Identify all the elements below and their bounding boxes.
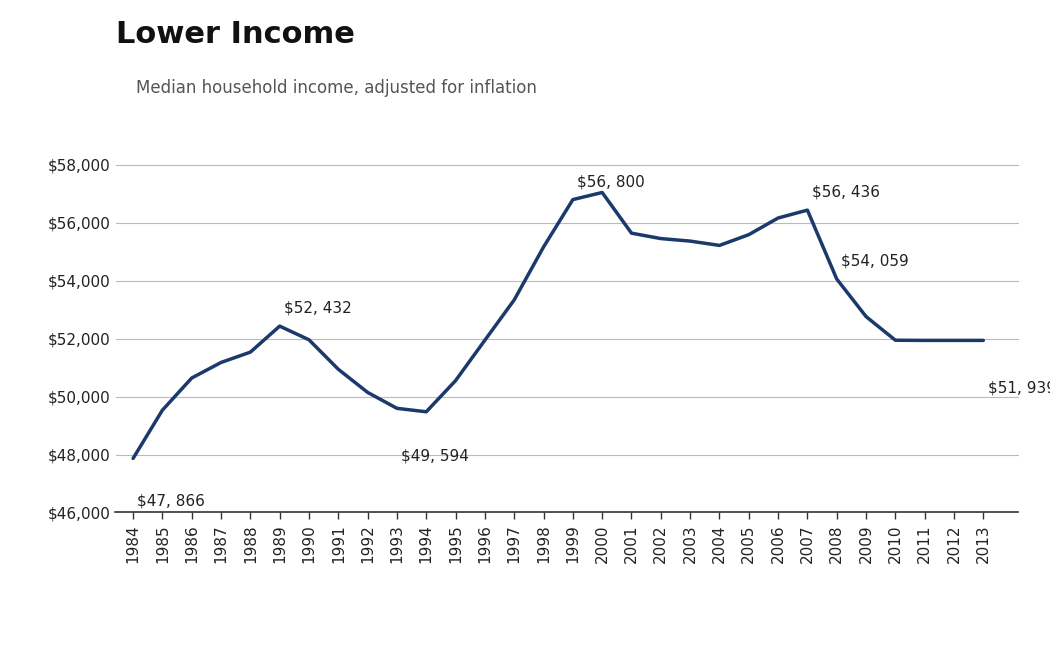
Text: $51, 939: $51, 939 (988, 381, 1050, 396)
Text: $56, 436: $56, 436 (812, 185, 880, 200)
Text: $56, 800: $56, 800 (578, 175, 645, 189)
Text: $52, 432: $52, 432 (285, 301, 352, 316)
Text: $49, 594: $49, 594 (401, 449, 469, 464)
Text: Median household income, adjusted for inflation: Median household income, adjusted for in… (136, 79, 538, 97)
Text: $47, 866: $47, 866 (138, 493, 206, 508)
Text: Lower Income: Lower Income (116, 20, 355, 49)
Text: $54, 059: $54, 059 (841, 254, 909, 269)
